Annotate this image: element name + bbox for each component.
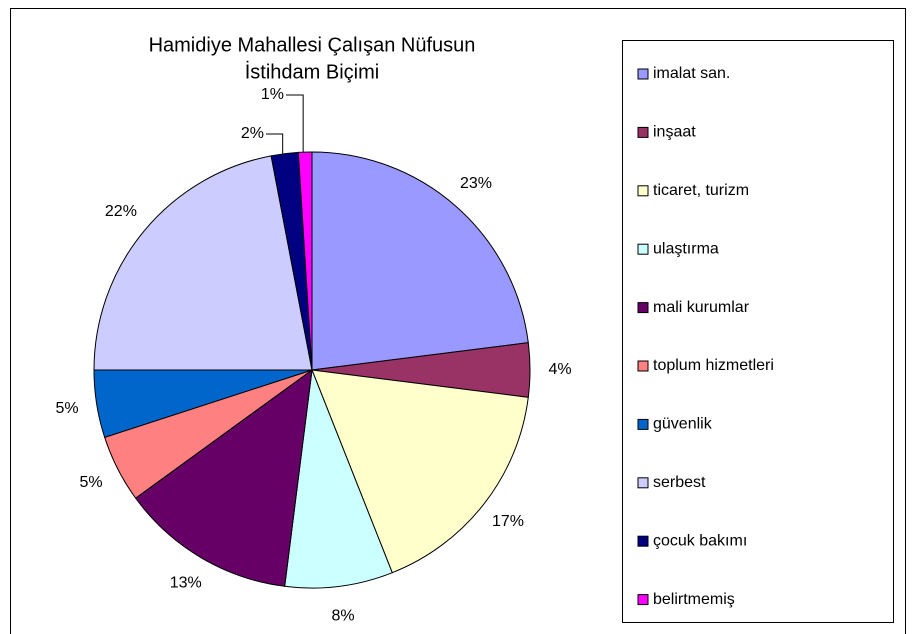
data-label: 23% (460, 175, 492, 192)
chart-title: İstihdam Biçimi (245, 60, 379, 83)
pie-slice (93, 155, 313, 371)
legend-label: serbest (653, 474, 706, 491)
legend-label: belirtmemiş (653, 591, 735, 608)
pie-slice (297, 151, 313, 371)
legend-swatch (637, 418, 649, 430)
legend-box (622, 40, 894, 623)
pie-slice (311, 369, 529, 574)
legend-label: ulaştırma (653, 240, 719, 257)
data-label: 1% (261, 86, 284, 103)
data-label: 17% (492, 513, 524, 530)
data-label: 5% (55, 400, 78, 417)
chart-title: Hamidiye Mahallesi Çalışan Nüfusun (149, 34, 476, 56)
legend-swatch (637, 302, 649, 314)
legend-swatch (637, 594, 649, 606)
legend-swatch (637, 535, 649, 547)
legend-label: imalat san. (653, 65, 730, 82)
pie-slice (134, 368, 313, 587)
pie-slice (311, 151, 529, 371)
legend-swatch (637, 243, 649, 255)
legend-label: inşaat (653, 124, 696, 141)
legend-swatch (637, 477, 649, 489)
legend-label: ticaret, turizm (653, 182, 749, 199)
legend-label: mali kurumlar (653, 299, 750, 316)
leader-line (266, 133, 284, 154)
legend-label: çocuk bakımı (653, 532, 747, 549)
data-label: 2% (241, 125, 264, 142)
legend-swatch (637, 126, 649, 138)
data-label: 8% (332, 607, 355, 624)
legend-label: toplum hizmetleri (653, 357, 774, 374)
data-label: 13% (170, 575, 202, 592)
legend-swatch (637, 185, 649, 197)
data-label: 5% (79, 474, 102, 491)
data-label: 22% (105, 203, 137, 220)
legend-swatch (637, 360, 649, 372)
pie-slice (284, 369, 393, 589)
leader-line (286, 94, 304, 153)
legend-label: güvenlik (653, 416, 713, 433)
data-label: 4% (548, 361, 571, 378)
legend-swatch (637, 68, 649, 80)
